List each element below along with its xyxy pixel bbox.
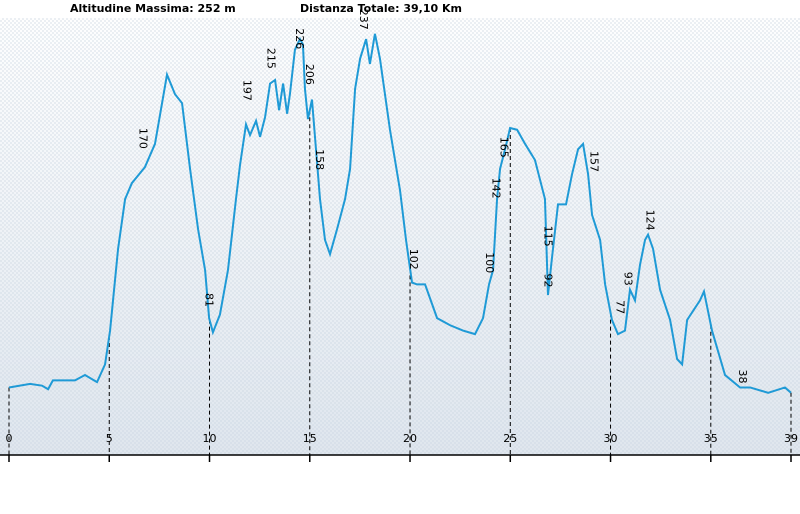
max-altitude: Altitudine Massima: 252 m xyxy=(70,2,236,15)
elevation-label: 38 xyxy=(736,369,749,383)
elevation-label: 226 xyxy=(293,28,306,49)
elevation-label: 158 xyxy=(313,149,326,170)
elevation-label: 157 xyxy=(587,151,600,172)
plot-pattern xyxy=(0,0,800,455)
elevation-label: 77 xyxy=(614,300,627,314)
elevation-label: 115 xyxy=(541,226,554,247)
elevation-label: 165 xyxy=(497,137,510,158)
x-tick-label: 25 xyxy=(503,432,517,445)
x-tick-label: 35 xyxy=(704,432,718,445)
elevation-label: 81 xyxy=(203,293,216,307)
x-tick-label: 15 xyxy=(303,432,317,445)
total-distance: Distanza Totale: 39,10 Km xyxy=(300,2,462,15)
elevation-label: 237 xyxy=(357,9,370,30)
x-tick-label: 5 xyxy=(106,432,113,445)
elevation-label: 124 xyxy=(644,210,657,231)
elevation-label: 206 xyxy=(303,64,316,85)
elevation-label: 170 xyxy=(136,128,149,149)
elevation-label: 197 xyxy=(241,80,254,101)
elevation-label: 100 xyxy=(483,252,496,273)
elevation-label: 93 xyxy=(622,272,635,286)
x-tick-label: 10 xyxy=(203,432,217,445)
elevation-label: 102 xyxy=(407,249,420,270)
x-tick-label: 20 xyxy=(403,432,417,445)
x-tick-label: 30 xyxy=(604,432,618,445)
header-band xyxy=(0,0,800,18)
x-tick-label: 39 xyxy=(784,432,798,445)
elevation-label: 92 xyxy=(541,273,554,287)
elevation-label: 215 xyxy=(265,48,278,69)
x-tick-label: 0 xyxy=(6,432,13,445)
elevation-label: 142 xyxy=(489,178,502,199)
elevation-line xyxy=(8,33,792,394)
